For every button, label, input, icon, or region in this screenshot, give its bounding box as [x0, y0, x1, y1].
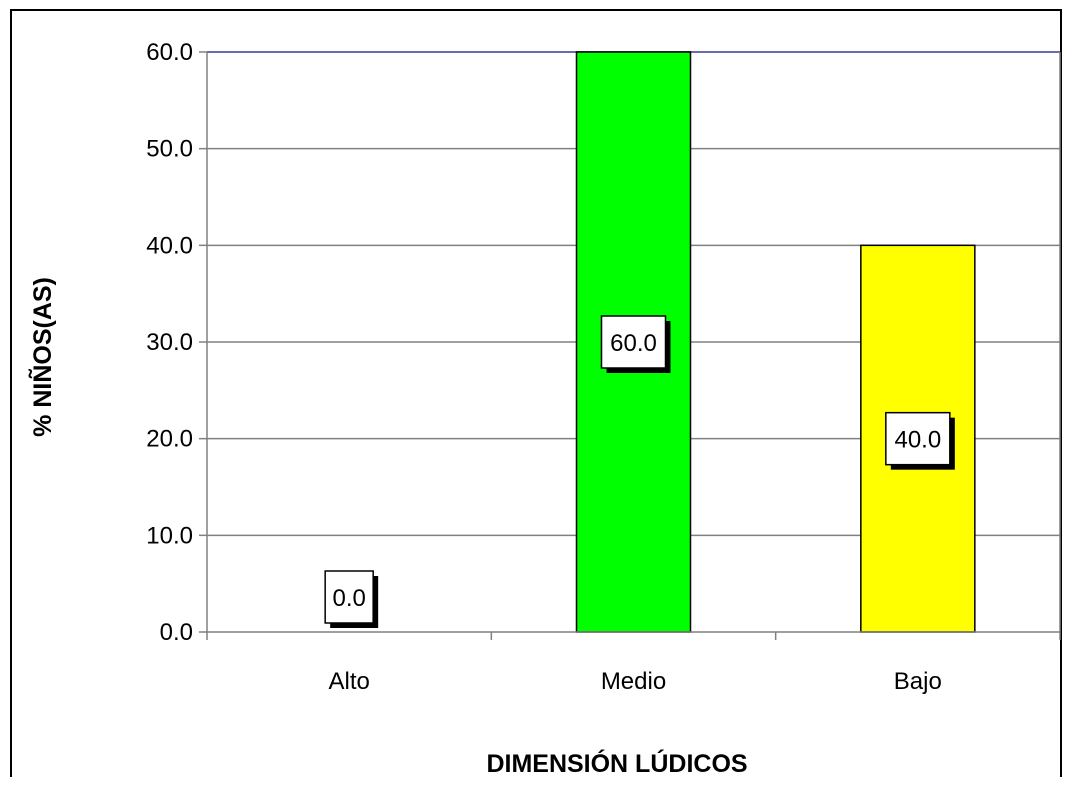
y-tick-label: 0.0: [160, 619, 193, 646]
y-axis-title: % NIÑOS(AS): [27, 277, 57, 437]
data-label-box: [885, 411, 951, 466]
data-label-value: 60.0: [610, 330, 657, 357]
x-axis-title: DIMENSIÓN LÚDICOS: [486, 748, 747, 778]
y-tick-label: 20.0: [146, 426, 193, 453]
x-tick-label: Medio: [601, 668, 666, 695]
y-tick-label: 10.0: [146, 522, 193, 549]
y-tick-label: 30.0: [146, 329, 193, 356]
x-tick-label: Bajo: [894, 668, 942, 695]
x-tick-label: Alto: [328, 668, 369, 695]
data-label-alto: 0.0: [324, 570, 379, 628]
y-tick-label: 40.0: [146, 232, 193, 259]
y-tick-label: 50.0: [146, 136, 193, 163]
data-labels: 0.0 60.0 40.0: [324, 315, 955, 628]
data-label-box: [600, 315, 667, 369]
data-label-value: 40.0: [894, 427, 941, 454]
data-label-bajo: 40.0: [885, 411, 955, 470]
data-label-box: [324, 570, 374, 624]
y-tick-label: 60.0: [146, 39, 193, 66]
data-label-value: 0.0: [332, 585, 365, 612]
data-label-medio: 60.0: [600, 315, 671, 373]
chart-frame: [10, 9, 1062, 777]
axes: 0.0 10.0 20.0 30.0 40.0 50.0 60.0 Alto Medio Bajo: [146, 39, 1061, 695]
